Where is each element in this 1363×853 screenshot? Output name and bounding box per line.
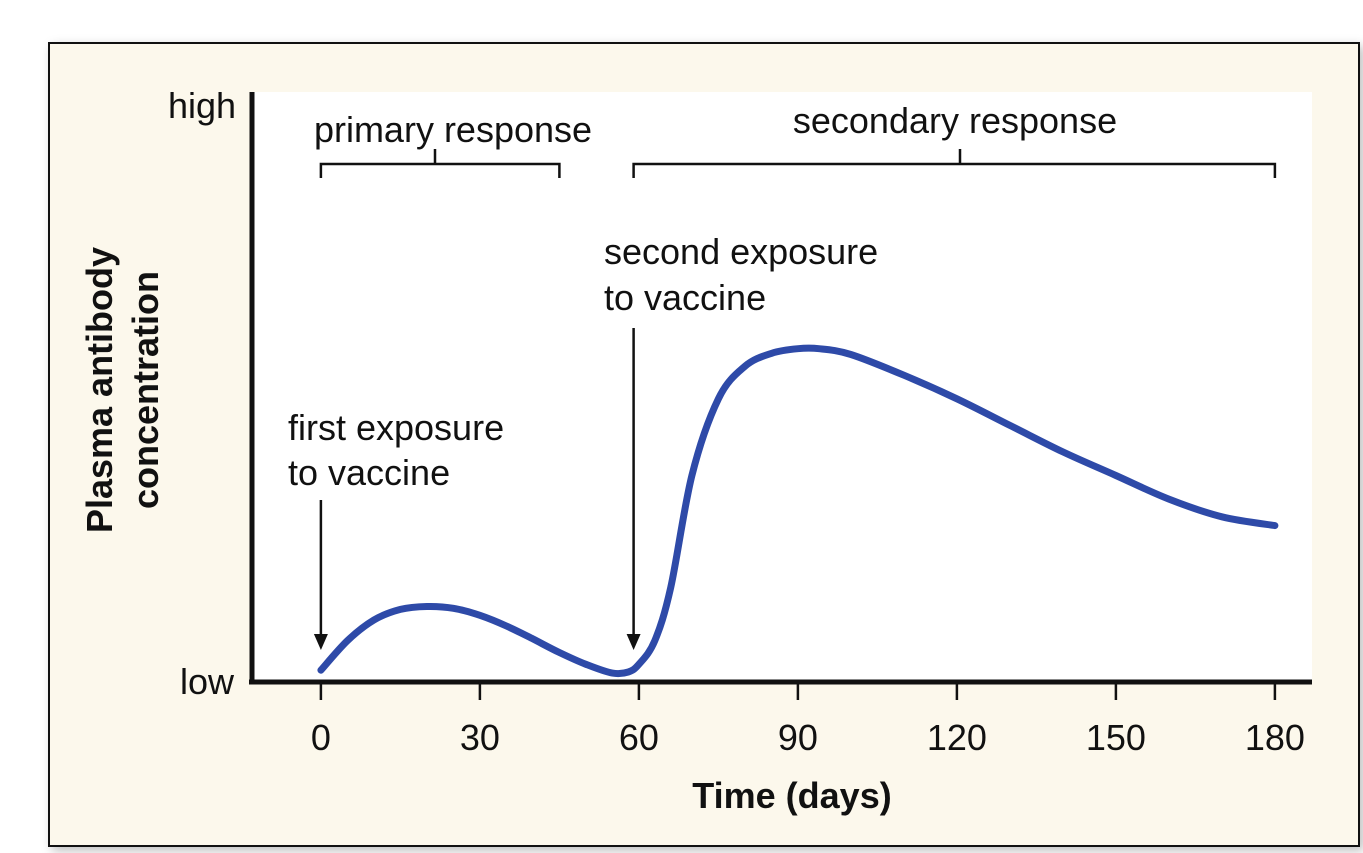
- y-axis-title: Plasma antibody concentration: [79, 247, 166, 533]
- y-tick-label-low: low: [180, 661, 235, 702]
- primary-response-bracket: [319, 149, 561, 178]
- x-tick-label: 150: [1086, 717, 1146, 758]
- antibody-concentration-curve: [317, 344, 1279, 678]
- x-tick-label: 180: [1245, 717, 1305, 758]
- first-exposure-label-line-1: first exposure: [288, 407, 504, 448]
- second-exposure-arrow: [626, 328, 641, 650]
- x-tick-label: 30: [460, 717, 500, 758]
- secondary-response-bracket: [632, 149, 1277, 178]
- arrow-head: [313, 634, 328, 650]
- arrow-head: [626, 634, 641, 650]
- figure-frame: [48, 42, 1360, 847]
- second-exposure-label-line-2: to vaccine: [604, 277, 766, 318]
- x-tick-label: 120: [927, 717, 987, 758]
- y-axis-title-line-2: concentration: [125, 271, 166, 509]
- secondary-response-label: secondary response: [793, 100, 1117, 141]
- x-axis-title: Time (days): [692, 775, 891, 816]
- x-ticks: 0 30 60 90 120 150 180: [311, 682, 1305, 758]
- second-exposure-label-line-1: second exposure: [604, 231, 878, 272]
- x-tick-label: 60: [619, 717, 659, 758]
- primary-response-label: primary response: [314, 109, 592, 150]
- y-axis-title-line-1: Plasma antibody: [79, 247, 120, 533]
- x-tick-label: 0: [311, 717, 331, 758]
- first-exposure-label-line-2: to vaccine: [288, 452, 450, 493]
- plot-background: [250, 92, 1312, 682]
- first-exposure-arrow: [313, 500, 328, 650]
- y-tick-label-high: high: [168, 85, 236, 126]
- x-tick-label: 90: [778, 717, 818, 758]
